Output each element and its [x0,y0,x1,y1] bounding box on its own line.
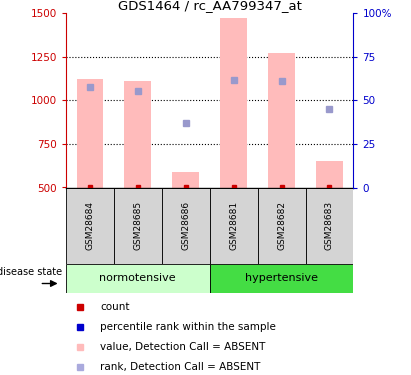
Text: GSM28685: GSM28685 [133,201,142,250]
Bar [66,264,210,292]
Text: GSM28682: GSM28682 [277,201,286,250]
Text: percentile rank within the sample: percentile rank within the sample [100,322,276,332]
Text: value, Detection Call = ABSENT: value, Detection Call = ABSENT [100,342,266,352]
Text: count: count [100,302,130,312]
Bar [210,188,258,264]
Text: disease state: disease state [0,267,62,277]
Bar [258,188,305,264]
Bar [210,264,353,292]
Bar [125,81,151,188]
Text: normotensive: normotensive [99,273,176,284]
Text: hypertensive: hypertensive [245,273,318,284]
Title: GDS1464 / rc_AA799347_at: GDS1464 / rc_AA799347_at [118,0,302,12]
Bar [162,188,210,264]
Bar [305,188,353,264]
Text: GSM28684: GSM28684 [85,201,94,250]
Text: GSM28686: GSM28686 [181,201,190,250]
Bar [114,188,162,264]
Text: GSM28681: GSM28681 [229,201,238,250]
Bar [76,78,103,188]
Bar [316,161,343,188]
Bar [66,188,114,264]
Bar [173,172,199,188]
Bar [220,18,247,188]
Text: rank, Detection Call = ABSENT: rank, Detection Call = ABSENT [100,362,261,372]
Bar [268,53,295,188]
Text: GSM28683: GSM28683 [325,201,334,250]
